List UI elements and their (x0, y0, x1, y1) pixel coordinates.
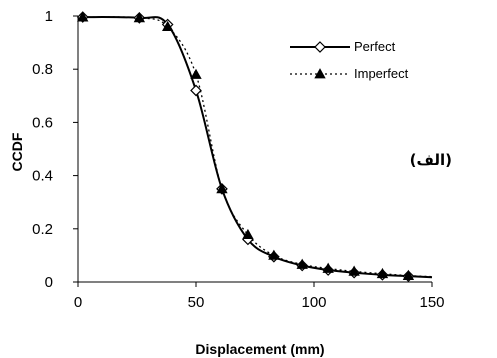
tick-labels: 0 50 100 150 0 0.2 0.4 0.6 0.8 1 (32, 8, 444, 311)
x-axis-title: Displacement (mm) (195, 341, 324, 357)
data-point-imperfect (77, 11, 89, 22)
data-point-imperfect (190, 68, 202, 79)
legend-label-imperfect: Imperfect (354, 66, 409, 81)
legend: Perfect Imperfect (290, 39, 409, 81)
legend-marker-imperfect (314, 68, 326, 79)
series-imperfect (77, 11, 433, 281)
legend-marker-perfect (314, 41, 326, 53)
y-tick-label: 0.8 (32, 61, 53, 78)
data-point-imperfect (348, 265, 360, 276)
data-point-imperfect (296, 258, 308, 269)
data-point-perfect (190, 84, 202, 97)
data-point-imperfect (162, 20, 174, 32)
data-point-imperfect (322, 262, 334, 273)
y-tick-label: 0 (45, 274, 53, 291)
data-point-imperfect (376, 267, 389, 279)
y-tick-label: 0.4 (32, 168, 53, 185)
series-group (76, 11, 433, 282)
y-tick-label: 0.6 (32, 114, 53, 131)
data-point-imperfect (133, 12, 146, 23)
y-tick-label: 1 (45, 8, 53, 25)
x-tick-label: 0 (74, 294, 82, 311)
axes (73, 15, 433, 287)
x-tick-label: 50 (188, 294, 205, 311)
data-point-imperfect (216, 183, 228, 194)
x-tick-label: 150 (419, 294, 444, 311)
series-line-perfect (82, 16, 433, 279)
data-point-imperfect (268, 249, 280, 260)
data-point-imperfect (242, 228, 254, 240)
legend-label-perfect: Perfect (354, 39, 396, 54)
data-point-imperfect (402, 269, 415, 281)
x-tick-label: 100 (301, 294, 326, 311)
side-label: (الف) (410, 151, 452, 169)
series-line-imperfect (82, 16, 433, 278)
y-tick-label: 0.2 (32, 221, 53, 238)
y-axis-title: CCDF (9, 132, 25, 171)
